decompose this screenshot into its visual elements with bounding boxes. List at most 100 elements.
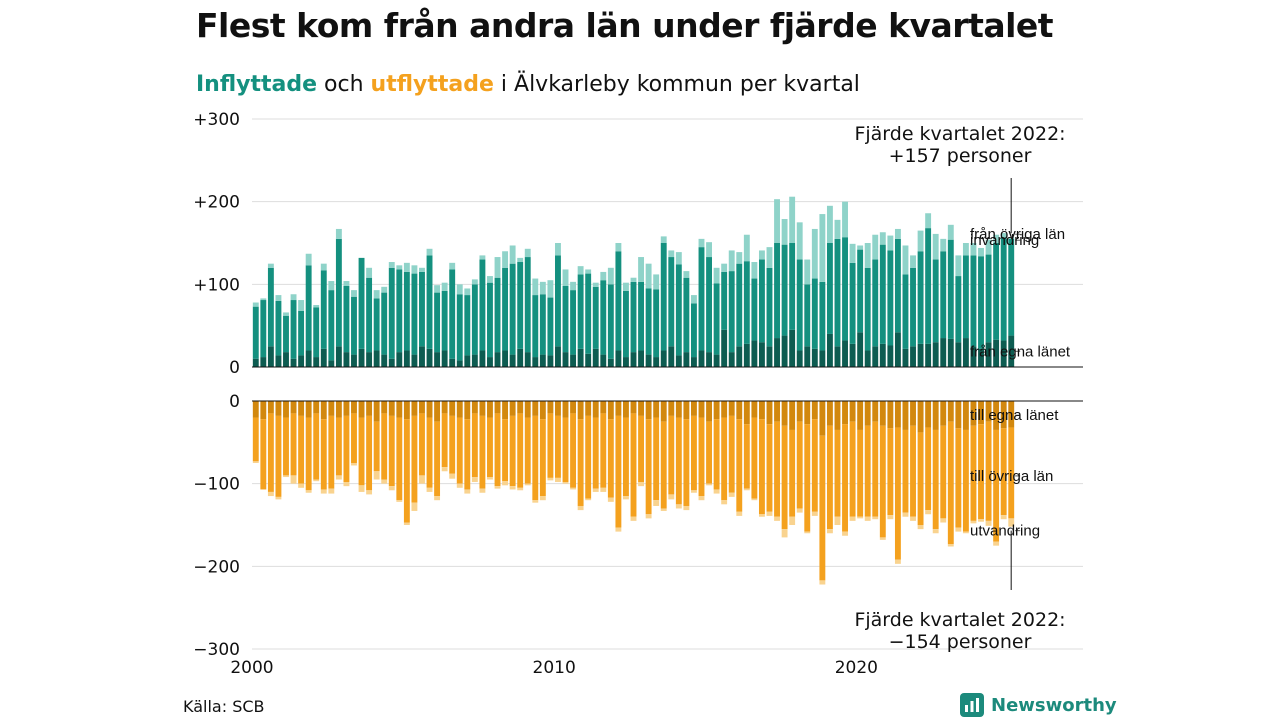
bar-emigration (267, 491, 274, 497)
bar-to-own-county (668, 401, 675, 416)
bar-emigration (524, 483, 531, 486)
bar-from-own-county (774, 338, 780, 367)
bar-emigration (434, 496, 441, 501)
brand-name: Newsworthy (991, 694, 1117, 716)
bar-from-other-counties (283, 315, 289, 353)
bar-from-own-county (388, 358, 395, 367)
bar-from-own-county (434, 352, 441, 367)
bar-from-own-county (320, 348, 327, 367)
bar-immigration (925, 213, 932, 229)
bar-emigration (910, 516, 916, 521)
chart-title: Flest kom från andra län under fjärde kv… (196, 6, 1054, 45)
bar-from-other-counties (267, 267, 274, 347)
bar-emigration (471, 477, 478, 483)
bar-to-other-counties (947, 421, 954, 545)
bar-to-other-counties (728, 415, 735, 493)
bar-from-other-counties (517, 262, 524, 349)
bar-to-own-county (774, 401, 780, 422)
bar-to-other-counties (305, 417, 312, 491)
bar-emigration (774, 516, 780, 521)
bar-to-own-county (449, 401, 456, 416)
bar-to-other-counties (819, 435, 826, 581)
annotation-bottom-line1: Fjärde kvartalet 2022: (854, 609, 1065, 631)
bar-immigration (675, 252, 682, 265)
bar-from-other-counties (962, 255, 969, 339)
bar-immigration (894, 228, 901, 239)
bar-emigration (320, 489, 327, 494)
bar-emigration (426, 487, 433, 492)
bar-to-other-counties (781, 425, 788, 530)
bar-to-other-counties (532, 415, 539, 501)
bar-from-other-counties (842, 237, 848, 341)
bar-to-other-counties (456, 417, 463, 484)
bar-immigration (305, 253, 312, 266)
bar-from-own-county (524, 352, 531, 367)
bar-from-own-county (872, 346, 879, 367)
bar-from-other-counties (509, 263, 516, 355)
bar-to-other-counties (630, 413, 637, 517)
bar-immigration (955, 255, 962, 277)
bar-emigration (351, 463, 357, 466)
bar-immigration (630, 277, 637, 282)
bar-to-other-counties (698, 417, 705, 497)
bar-from-own-county (373, 350, 380, 367)
bar-to-own-county (570, 401, 577, 414)
bar-emigration (970, 520, 977, 524)
bar-emigration (396, 500, 403, 502)
bar-from-own-county (592, 348, 599, 367)
bar-from-own-county (993, 339, 1000, 367)
bar-from-other-counties (925, 228, 932, 344)
bar-to-other-counties (517, 413, 524, 488)
bar-to-own-county (539, 401, 546, 420)
x-tick-label: 2020 (835, 658, 878, 678)
bar-emigration (607, 497, 614, 502)
bar-from-own-county (366, 352, 373, 367)
bar-to-other-counties (774, 421, 780, 517)
bar-from-other-counties (320, 270, 327, 349)
bar-from-other-counties (879, 244, 886, 344)
bar-emigration (721, 500, 728, 505)
bar-emigration (660, 508, 667, 511)
bar-emigration (766, 511, 773, 516)
bar-to-own-county (366, 401, 373, 416)
bar-to-own-county (585, 401, 592, 416)
bar-from-own-county (736, 346, 743, 367)
bar-immigration (940, 238, 947, 252)
bar-to-other-counties (970, 425, 977, 521)
bar-from-other-counties (464, 295, 471, 356)
bar-immigration (962, 243, 969, 256)
bar-to-own-county (962, 401, 969, 430)
bar-to-own-county (487, 401, 493, 418)
annotation-bottom-line2: −154 personer (889, 631, 1032, 653)
bar-to-other-counties (502, 419, 509, 482)
bar-emigration (456, 483, 463, 488)
bar-from-own-county (728, 352, 735, 367)
bar-emigration (509, 486, 516, 490)
bar-immigration (456, 284, 463, 295)
bar-from-other-counties (675, 264, 682, 356)
bar-to-other-counties (388, 415, 395, 487)
bar-emigration (419, 475, 425, 484)
bar-immigration (275, 295, 282, 301)
bar-from-own-county (706, 352, 712, 367)
bar-from-other-counties (638, 281, 645, 351)
bar-from-own-county (509, 354, 516, 367)
bar-to-other-counties (834, 429, 841, 517)
bar-from-other-counties (834, 238, 841, 347)
bar-to-other-counties (872, 421, 879, 517)
bar-emigration (947, 544, 954, 547)
bar-to-other-counties (857, 429, 864, 517)
bar-from-other-counties (653, 289, 660, 358)
x-tick-label: 2000 (230, 658, 273, 678)
bar-from-own-county (766, 346, 773, 367)
bar-to-other-counties (758, 419, 765, 515)
bar-from-other-counties (796, 259, 803, 351)
bar-to-other-counties (985, 421, 992, 521)
brand-logo[interactable]: Newsworthy (960, 693, 1117, 717)
bar-to-own-county (728, 401, 735, 416)
bar-to-own-county (683, 401, 690, 420)
bar-from-own-county (298, 355, 305, 367)
bar-to-own-county (690, 401, 697, 416)
bar-emigration (653, 500, 660, 506)
bar-immigration (1008, 237, 1015, 239)
